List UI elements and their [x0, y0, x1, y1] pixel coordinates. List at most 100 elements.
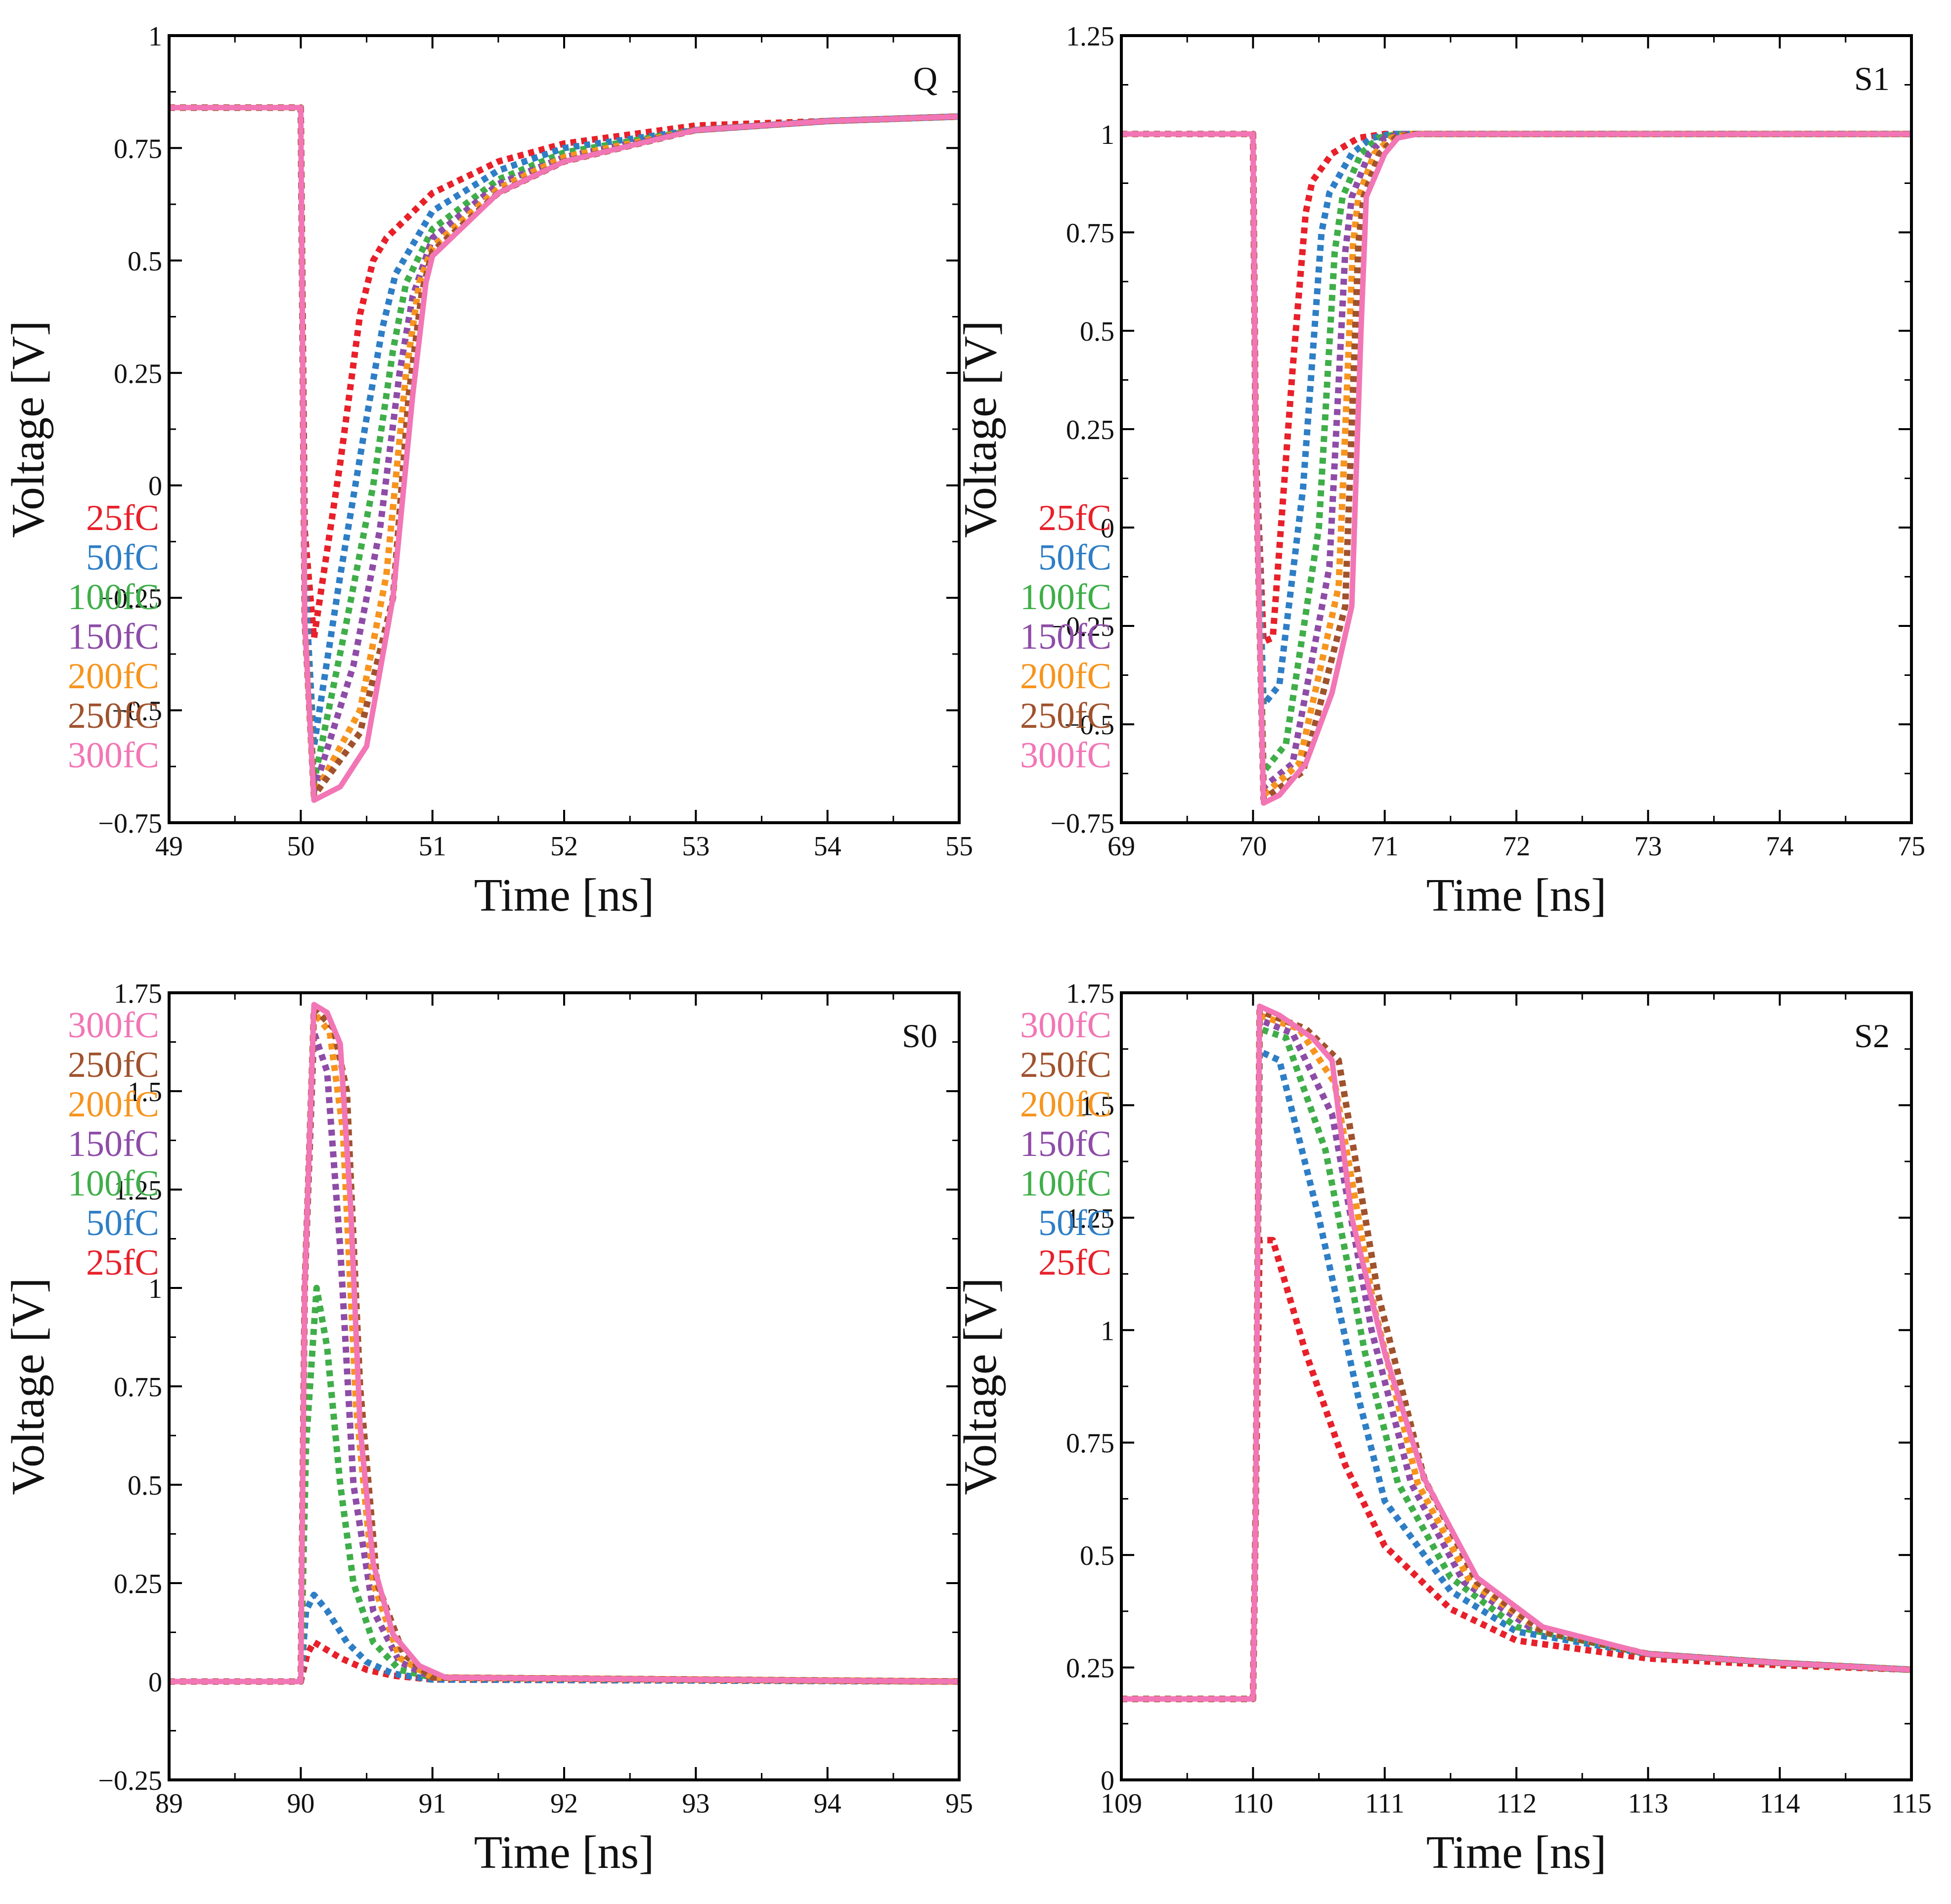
legend-label-250fc: 250fC — [1020, 1045, 1111, 1085]
series-line-25fc — [1121, 131, 1911, 645]
legend-label-100fc: 100fC — [68, 577, 159, 618]
legend-label-25fc: 25fC — [86, 1242, 159, 1283]
y-tick-label: 0.75 — [114, 133, 162, 164]
x-tick-label: 50 — [287, 831, 314, 862]
x-tick-label: 95 — [945, 1788, 973, 1819]
series-line-150fc — [169, 104, 959, 795]
series-line-50fc — [1121, 131, 1911, 708]
plot-area — [1121, 1003, 1911, 1702]
y-tick-label: 1 — [1101, 120, 1114, 150]
y-tick-label: 0.5 — [1080, 1541, 1114, 1571]
legend-label-250fc: 250fC — [68, 696, 159, 736]
y-tick-label: 0.5 — [1080, 316, 1114, 347]
y-tick-label: 0.5 — [128, 1470, 162, 1501]
x-tick-label: 91 — [419, 1788, 446, 1819]
series-line-25fc — [169, 104, 959, 642]
y-tick-label: −0.25 — [1050, 612, 1114, 642]
series-line-200fc — [1121, 1012, 1911, 1702]
y-tick-label: 1.25 — [1066, 21, 1114, 52]
y-tick-label: −0.25 — [98, 583, 162, 614]
x-tick-label: 114 — [1760, 1788, 1800, 1819]
x-tick-label: 73 — [1634, 831, 1662, 862]
legend-label-25fc: 25fC — [1038, 498, 1111, 538]
legend-label-300fc: 300fC — [1020, 735, 1111, 776]
y-tick-label: 1 — [148, 21, 162, 52]
series-line-300fc — [1121, 131, 1911, 806]
x-tick-label: 72 — [1503, 831, 1530, 862]
x-axis-label: Time [ns] — [1426, 1827, 1607, 1878]
legend-label-150fc: 150fC — [1020, 617, 1111, 657]
y-tick-label: −0.25 — [98, 1766, 162, 1796]
y-tick-label: 0.25 — [114, 1569, 162, 1599]
x-axis-label: Time [ns] — [474, 1827, 655, 1878]
y-tick-label: 1.75 — [1066, 978, 1114, 1009]
x-tick-label: 93 — [682, 1788, 709, 1819]
plot-frame — [1120, 34, 1913, 824]
y-tick-label: −0.5 — [112, 696, 162, 727]
legend-label-100fc: 100fC — [68, 1163, 159, 1204]
legend-label-50fc: 50fC — [86, 537, 159, 578]
x-tick-label: 74 — [1766, 831, 1794, 862]
y-tick-label: 0.75 — [1066, 218, 1114, 249]
x-tick-label: 113 — [1628, 1788, 1668, 1819]
y-tick-label: −0.5 — [1064, 710, 1114, 741]
legend-label-300fc: 300fC — [68, 1005, 159, 1046]
y-tick-label: 1.75 — [114, 978, 162, 1009]
y-tick-label: 1 — [1101, 1316, 1114, 1346]
x-tick-label: 69 — [1108, 831, 1135, 862]
series-line-100fc — [169, 104, 959, 786]
series-line-50fc — [169, 1592, 959, 1685]
y-tick-label: −0.75 — [98, 808, 162, 839]
y-tick-label: 0 — [148, 1667, 162, 1698]
y-tick-label: 1.25 — [114, 1175, 162, 1206]
legend-label-50fc: 50fC — [86, 1203, 159, 1243]
x-tick-label: 111 — [1365, 1788, 1405, 1819]
y-tick-label: 1.5 — [128, 1077, 162, 1107]
legend-label-150fc: 150fC — [1020, 1124, 1111, 1164]
legend-label-100fc: 100fC — [1020, 577, 1111, 618]
y-tick-label: 0 — [1101, 1766, 1114, 1796]
series-line-200fc — [169, 1009, 959, 1685]
x-tick-label: 70 — [1239, 831, 1267, 862]
legend-label-100fc: 100fC — [1020, 1163, 1111, 1204]
series-line-200fc — [169, 104, 959, 799]
y-tick-label: 0.5 — [128, 246, 162, 277]
legend-label-150fc: 150fC — [68, 617, 159, 657]
series-line-100fc — [1121, 131, 1911, 775]
y-tick-label: 0 — [148, 471, 162, 502]
panel-title: Q — [913, 60, 937, 97]
panel-title: S2 — [1854, 1017, 1890, 1055]
legend-label-250fc: 250fC — [1020, 696, 1111, 736]
x-tick-label: 75 — [1898, 831, 1925, 862]
legend-label-200fc: 200fC — [68, 656, 159, 697]
series-line-100fc — [169, 1284, 959, 1685]
series-line-200fc — [1121, 131, 1911, 798]
x-tick-label: 115 — [1891, 1788, 1932, 1819]
series-line-150fc — [169, 1029, 959, 1685]
plot-area — [1121, 131, 1911, 806]
plot-frame — [168, 34, 961, 824]
x-tick-label: 51 — [419, 831, 446, 862]
panel-title: S0 — [902, 1017, 937, 1055]
x-tick-label: 94 — [814, 1788, 842, 1819]
x-tick-label: 92 — [550, 1788, 578, 1819]
series-line-50fc — [1121, 1048, 1911, 1702]
x-tick-label: 53 — [682, 831, 709, 862]
x-tick-label: 54 — [814, 831, 842, 862]
y-tick-label: 0.25 — [114, 358, 162, 389]
legend-label-200fc: 200fC — [1020, 1084, 1111, 1125]
legend-label-150fc: 150fC — [68, 1124, 159, 1164]
x-tick-label: 112 — [1496, 1788, 1537, 1819]
y-tick-label: 1 — [148, 1274, 162, 1304]
y-tick-label: 0.25 — [1066, 415, 1114, 445]
panel-s1: 69 70 71 72 73 74 75 −0.75 −0.5 −0.25 0 0.25 0.5 0.75… — [955, 21, 1925, 921]
series-line-100fc — [1121, 1025, 1911, 1702]
panel-s0: 89 90 91 92 93 94 95 −0.25 0 0.25 0.5 0.75 1 1.25 1.5 1… — [2, 978, 973, 1878]
series-line-250fc — [1121, 1007, 1911, 1702]
legend-label-25fc: 25fC — [86, 498, 159, 538]
x-tick-label: 110 — [1233, 1788, 1273, 1819]
x-axis-label: Time [ns] — [1426, 870, 1607, 921]
y-tick-label: 0.25 — [1066, 1653, 1114, 1684]
series-line-150fc — [1121, 1017, 1911, 1702]
